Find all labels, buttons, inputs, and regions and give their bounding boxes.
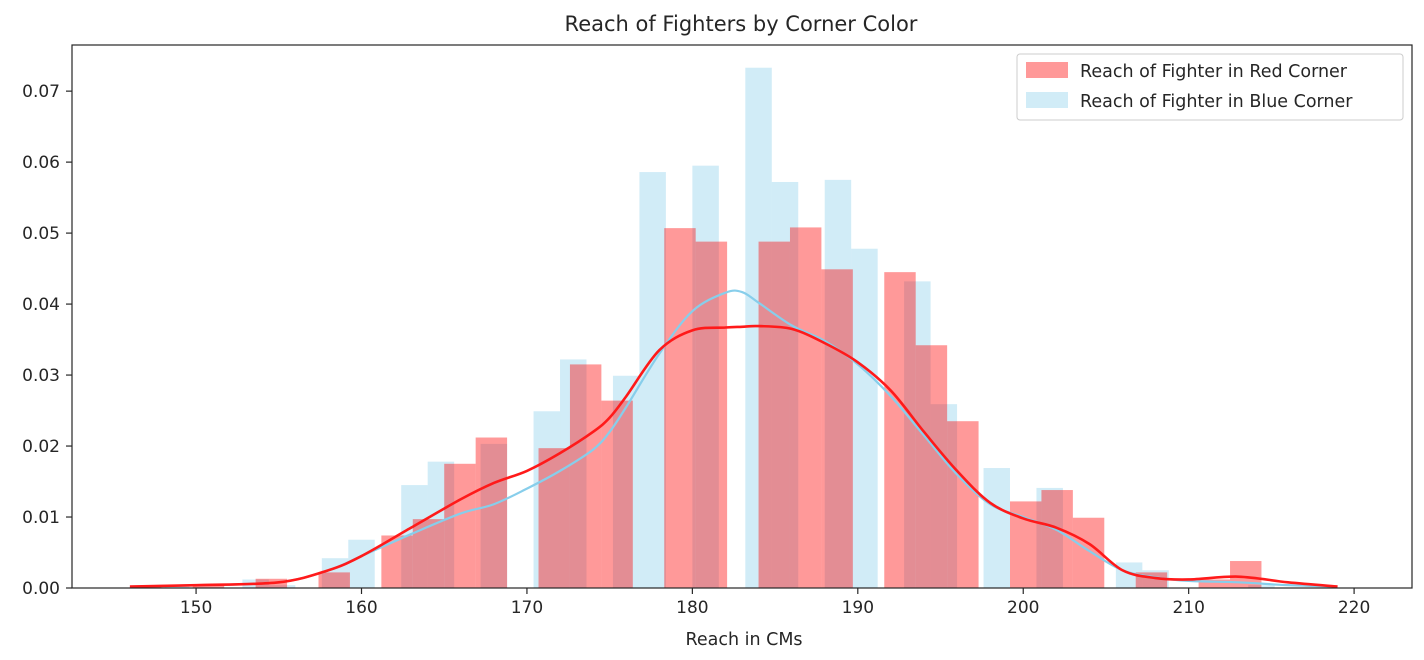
y-tick-label: 0.00 [22, 579, 60, 599]
x-tick-label: 200 [1007, 598, 1039, 618]
blue-corner-bar-26 [824, 179, 852, 589]
blue-corner-bar-32 [983, 468, 1010, 588]
red-corner-bar-15 [601, 400, 633, 588]
blue-corner-bar-8 [348, 539, 375, 588]
plot-area-frame [71, 44, 1413, 589]
x-axis: 150 160 170 180 190 200 210 220 [180, 588, 1370, 618]
red-corner-bar-6 [318, 572, 350, 588]
legend-swatch-red [1026, 62, 1068, 78]
red-corner-bar-9 [412, 519, 445, 588]
legend-box [1016, 53, 1404, 121]
blue-corner-bar-16 [560, 359, 587, 588]
histogram-bars [129, 67, 1275, 589]
red-corner-bar-26 [947, 421, 979, 588]
red-corner-bar-17 [664, 228, 696, 589]
legend-label-blue-corner: Reach of Fighter in Blue Corner [1080, 92, 1353, 112]
blue-corner-bar-18 [612, 375, 640, 588]
red-corner-bar-10 [444, 463, 476, 588]
red-corner-bar-21 [789, 227, 822, 588]
blue-corner-bar-34 [1036, 487, 1063, 588]
y-tick-label: 0.04 [22, 295, 60, 315]
legend-label-red-corner: Reach of Fighter in Red Corner [1080, 62, 1348, 82]
chart-title: Reach of Fighters by Corner Color [565, 12, 918, 36]
y-axis: 0.00 0.01 0.02 0.03 0.04 0.05 0.06 0.07 [22, 82, 72, 599]
x-tick-label: 190 [842, 598, 874, 618]
red-corner-bar-22 [821, 269, 853, 588]
blue-corner-bar-30 [930, 404, 958, 588]
x-tick-label: 150 [180, 598, 212, 618]
red-corner-bar-24 [884, 272, 916, 588]
x-axis-title: Reach in CMs [685, 630, 802, 650]
red-corner-bar-14 [569, 364, 602, 588]
blue-corner-bar-42 [1248, 585, 1275, 588]
y-tick-label: 0.02 [22, 437, 60, 457]
red-corner-kde-line [129, 324, 1338, 588]
y-tick-label: 0.05 [22, 224, 60, 244]
red-corner-bar-11 [475, 437, 508, 588]
red-corner-bar-13 [538, 448, 570, 588]
y-tick-label: 0.01 [22, 508, 60, 528]
x-tick-label: 220 [1338, 598, 1370, 618]
x-tick-label: 170 [511, 598, 543, 618]
red-corner-bar-29 [1041, 490, 1073, 588]
y-tick-label: 0.06 [22, 153, 60, 173]
blue-corner-bar-15 [533, 411, 561, 588]
legend: Reach of Fighter in Red Corner Reach of … [1016, 53, 1404, 121]
y-tick-label: 0.07 [22, 82, 60, 102]
y-tick-label: 0.03 [22, 366, 60, 386]
blue-corner-bar-21 [692, 165, 719, 588]
blue-corner-bar-24 [771, 181, 799, 588]
blue-corner-bar-27 [851, 248, 878, 588]
x-tick-label: 180 [676, 598, 708, 618]
kde-curves [129, 289, 1338, 588]
blue-corner-bar-23 [745, 67, 772, 588]
red-corner-bar-2 [192, 585, 225, 588]
x-tick-label: 210 [1172, 598, 1204, 618]
red-corner-bar-34 [1198, 579, 1231, 588]
blue-corner-bar-13 [480, 443, 508, 588]
red-corner-bar-20 [758, 241, 790, 588]
blue-corner-kde-line [129, 289, 1338, 588]
x-tick-label: 160 [345, 598, 377, 618]
red-corner-bar-25 [915, 345, 948, 588]
blue-corner-bar-5 [268, 585, 296, 588]
legend-swatch-blue [1026, 92, 1068, 108]
